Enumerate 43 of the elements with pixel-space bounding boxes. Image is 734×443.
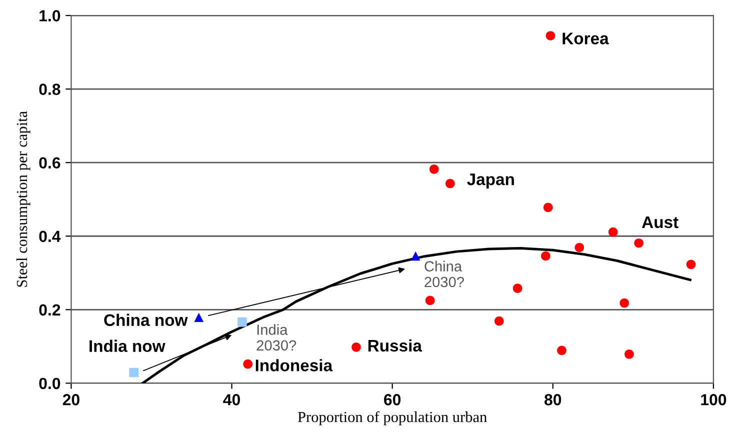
annotation: India now <box>90 340 166 352</box>
annotation: China now <box>104 314 188 326</box>
point <box>425 296 435 306</box>
point <box>129 368 138 378</box>
y-tick-label: 0.8 <box>39 84 60 95</box>
point <box>494 316 504 326</box>
annotation: Russia <box>368 339 422 352</box>
point <box>541 251 550 261</box>
point <box>243 359 252 369</box>
y-axis-title: Steel consumption per capita <box>16 111 30 287</box>
point <box>238 318 247 327</box>
point <box>686 260 696 270</box>
annotation: China 2030? <box>424 260 464 288</box>
annotation: Aust <box>642 216 678 228</box>
point <box>352 342 361 352</box>
point <box>557 346 566 356</box>
y-tick-label: 0.2 <box>39 304 60 316</box>
x-tick-label: 60 <box>384 394 401 406</box>
annotation: Indonesia <box>256 359 333 372</box>
annotation: India 2030? <box>256 324 296 351</box>
point <box>620 298 629 308</box>
point <box>608 227 618 237</box>
point <box>429 164 439 174</box>
annotation: Korea <box>562 32 609 44</box>
point <box>543 202 553 212</box>
x-axis-title: Proportion of population urban <box>298 411 487 426</box>
y-tick-label: 0.0 <box>39 378 60 390</box>
point <box>410 251 420 261</box>
point <box>445 178 455 188</box>
x-tick-label: 80 <box>544 394 562 406</box>
point <box>574 242 584 252</box>
point <box>546 31 556 40</box>
y-tick-label: 0.4 <box>39 230 61 242</box>
y-tick-label: 1.0 <box>40 10 60 22</box>
y-tick-label: 0.6 <box>39 157 60 169</box>
point <box>634 238 644 248</box>
point <box>512 284 522 293</box>
x-tick-label: 40 <box>223 394 240 406</box>
x-tick-label: 20 <box>62 394 80 406</box>
annotation: Japan <box>467 174 514 189</box>
x-tick-label: 100 <box>701 394 726 406</box>
point <box>194 312 204 322</box>
point <box>624 349 634 359</box>
